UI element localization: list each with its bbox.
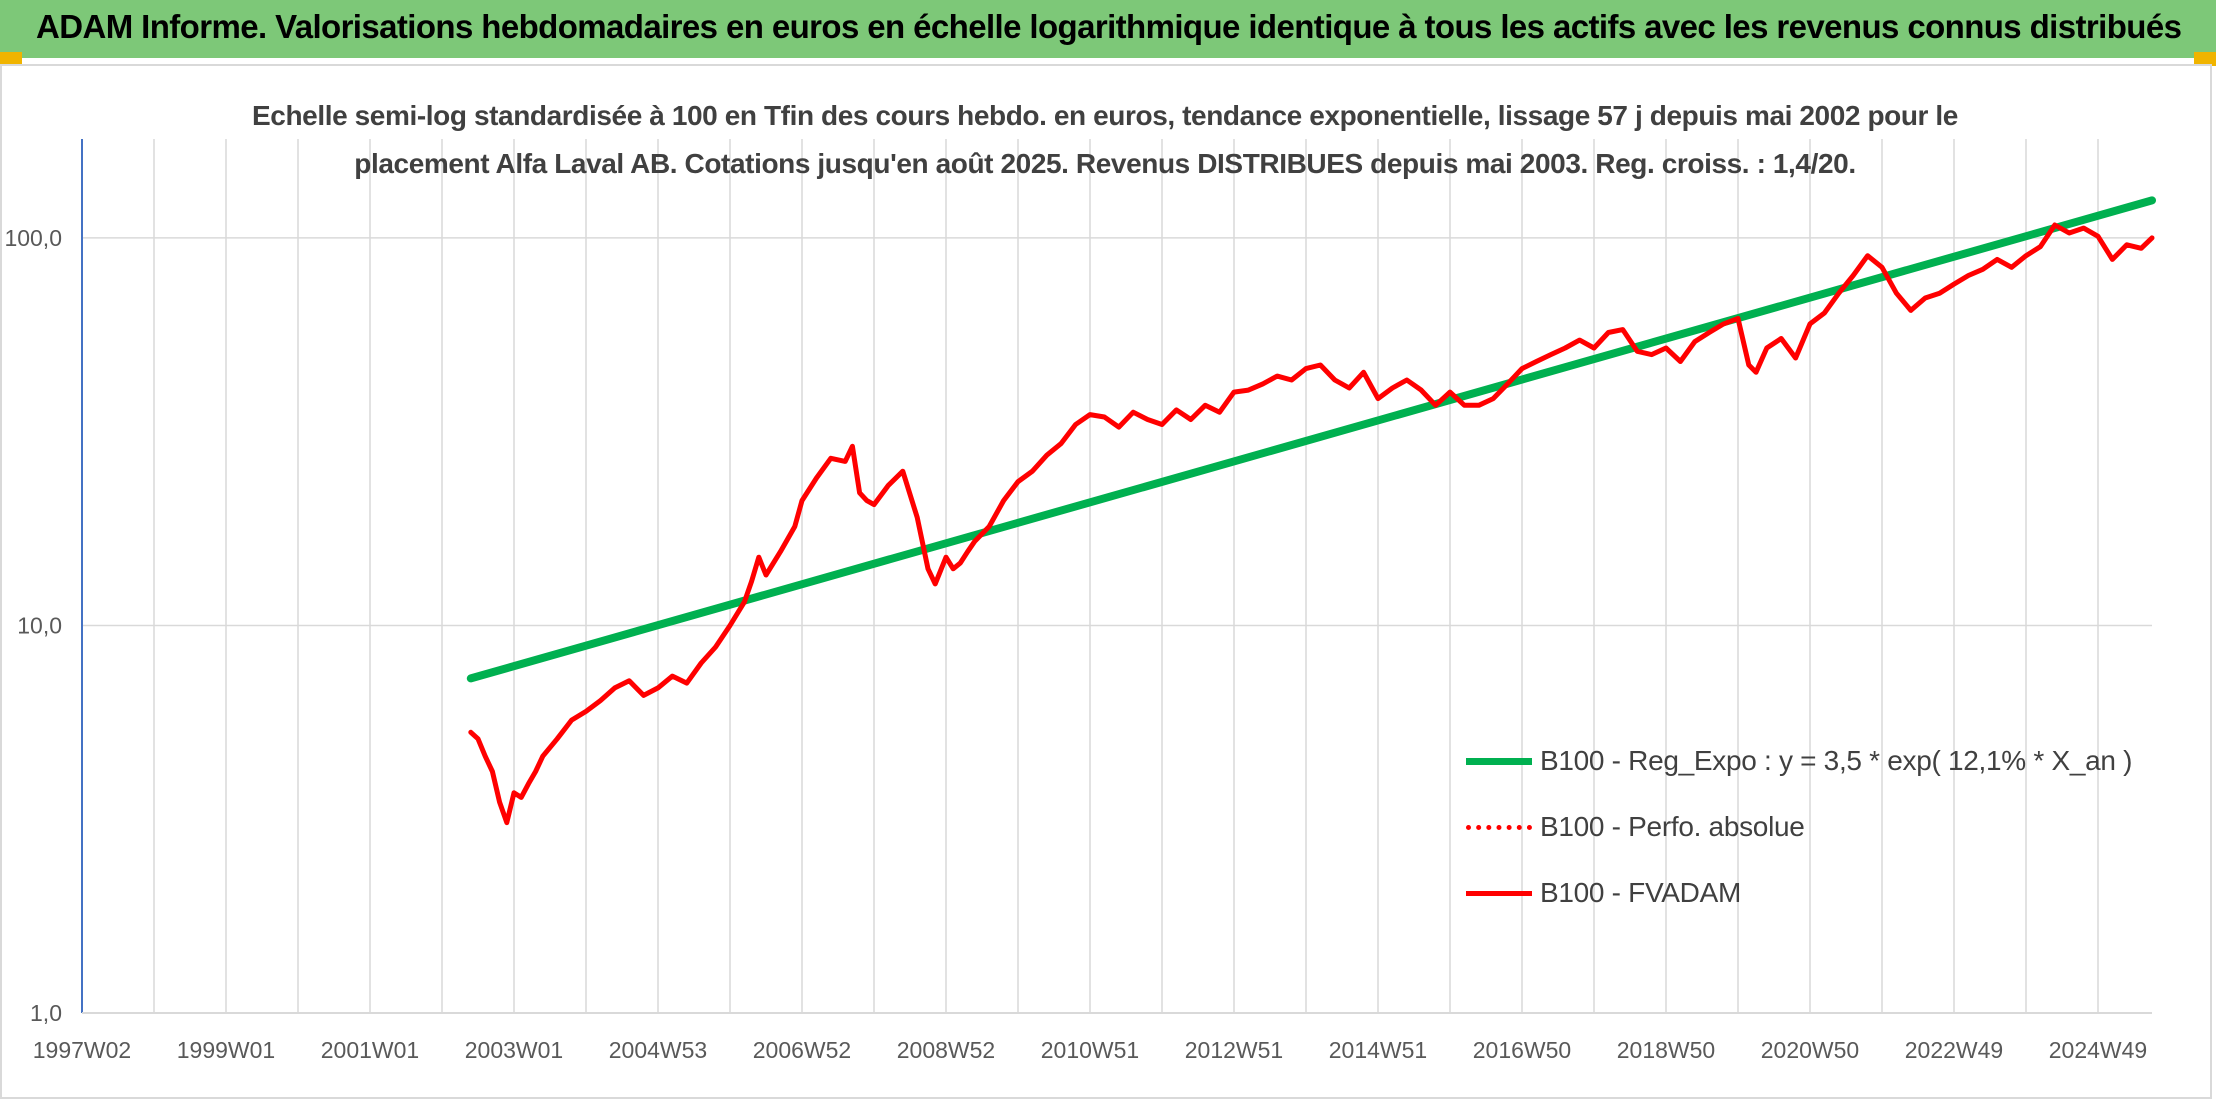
y-tick-label: 1,0 <box>30 1000 62 1026</box>
legend-swatch <box>1466 890 1532 896</box>
x-tick-label: 2022W49 <box>1905 1037 2003 1063</box>
corner-marker-right <box>2194 52 2216 66</box>
x-tick-label: 1999W01 <box>177 1037 275 1063</box>
legend-swatch <box>1466 757 1532 765</box>
x-tick-label: 1997W02 <box>33 1037 131 1063</box>
chart-legend: B100 - Reg_Expo : y = 3,5 * exp( 12,1% *… <box>1466 728 2132 926</box>
x-tick-label: 2024W49 <box>2049 1037 2147 1063</box>
legend-item: B100 - Reg_Expo : y = 3,5 * exp( 12,1% *… <box>1466 728 2132 794</box>
header-bar: ADAM Informe. Valorisations hebdomadaire… <box>0 0 2216 58</box>
legend-swatch <box>1466 824 1532 830</box>
legend-item: B100 - FVADAM <box>1466 860 2132 926</box>
x-tick-label: 2001W01 <box>321 1037 419 1063</box>
x-tick-label: 2016W50 <box>1473 1037 1571 1063</box>
legend-label: B100 - Reg_Expo : y = 3,5 * exp( 12,1% *… <box>1540 745 2133 776</box>
y-tick-label: 10,0 <box>17 612 62 638</box>
x-tick-label: 2004W53 <box>609 1037 707 1063</box>
series-line-0 <box>466 196 2156 683</box>
x-tick-label: 2020W50 <box>1761 1037 1859 1063</box>
chart-title: Echelle semi-log standardisée à 100 en T… <box>252 100 1958 179</box>
x-tick-label: 2014W51 <box>1329 1037 1427 1063</box>
y-tick-label: 100,0 <box>4 225 62 251</box>
chart-frame <box>0 64 2212 1099</box>
legend-label: B100 - Perfo. absolue <box>1540 811 1805 842</box>
x-tick-label: 2010W51 <box>1041 1037 1139 1063</box>
x-tick-label: 2003W01 <box>465 1037 563 1063</box>
page-title: ADAM Informe. Valorisations hebdomadaire… <box>36 8 2182 45</box>
legend-item: B100 - Perfo. absolue <box>1466 794 2132 860</box>
x-tick-label: 2008W52 <box>897 1037 995 1063</box>
x-tick-label: 2006W52 <box>753 1037 851 1063</box>
series-line-2 <box>468 222 2155 826</box>
legend-label: B100 - FVADAM <box>1540 877 1741 908</box>
x-tick-label: 2012W51 <box>1185 1037 1283 1063</box>
x-tick-label: 2018W50 <box>1617 1037 1715 1063</box>
corner-marker-left <box>0 52 22 66</box>
